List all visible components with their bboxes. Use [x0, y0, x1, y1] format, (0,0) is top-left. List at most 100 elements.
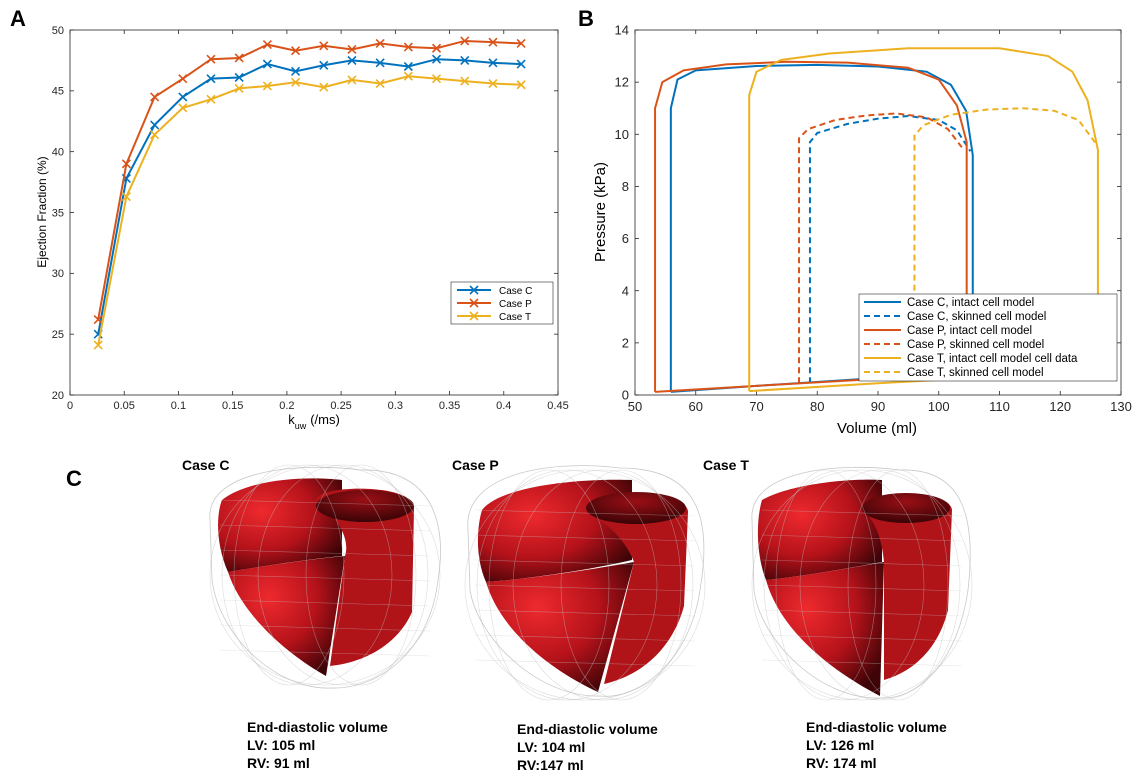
panel-a-data-point-stroke — [262, 59, 272, 69]
panel-a-data-point — [262, 59, 272, 69]
panel-a-data-point-stroke — [206, 94, 216, 104]
panel-a-data-point-stroke — [319, 41, 329, 51]
heart-mesh-line — [464, 469, 706, 701]
panel-a-y-tick-label: 45 — [52, 86, 64, 98]
panel-a-data-point — [516, 80, 526, 90]
heart-mesh-line — [219, 524, 431, 532]
heart-t-lv-wall — [757, 479, 882, 580]
panel-b-x-tick-label: 50 — [628, 399, 642, 414]
panel-a-legend-marker-stroke — [469, 311, 479, 321]
heart-mesh-line — [476, 469, 658, 701]
panel-a-data-point — [93, 315, 103, 325]
heart-t-mesh — [751, 466, 971, 699]
panel-a-data-point — [206, 54, 216, 64]
panel-a-data-point — [234, 72, 244, 83]
panel-c-letter: C — [66, 466, 82, 491]
panel-b-x-tick-label: 120 — [1049, 399, 1071, 414]
panel-a-x-axis-label: kuw (/ms) — [288, 412, 340, 431]
heart-mesh-line — [761, 559, 963, 567]
heart-mesh-line — [219, 499, 431, 507]
panel-a-data-point — [488, 78, 498, 89]
panel-b-x-axis-label: Volume (ml) — [837, 420, 917, 437]
panel-b-x-tick-label: 60 — [689, 399, 703, 414]
heart-p-rv-wall — [586, 495, 688, 684]
heart-mesh-line — [488, 469, 610, 701]
panel-a-data-point — [460, 36, 470, 46]
heart-mesh-line — [257, 464, 429, 686]
heart-mesh-line — [751, 469, 973, 701]
panel-a-data-point-stroke — [516, 80, 526, 90]
panel-a-data-point — [319, 41, 329, 51]
panel-b-y-tick-label: 14 — [615, 23, 629, 38]
panel-a-data-point-stroke — [431, 74, 442, 84]
panel-b-legend-label: Case P, skinned cell model — [907, 339, 1044, 351]
panel-a: A 0 0.05 0.1 0.15 0.2 0.25 0.3 0.35 0.4 0.45 20 25 3… — [10, 6, 569, 431]
panel-a-data-point — [234, 53, 244, 63]
panel-a-data-point-stroke — [262, 40, 272, 50]
heart-mesh-line — [761, 609, 963, 617]
panel-a-series-line — [97, 75, 522, 346]
panel-a-data-point-stroke — [488, 58, 498, 68]
heart-t-case-label: Case T — [703, 457, 749, 473]
heart-c-lv-wall — [218, 478, 342, 572]
panel-a-data-point — [150, 120, 160, 130]
panel-a-legend-marker — [469, 311, 479, 321]
panel-a-data-point-stroke — [319, 82, 329, 92]
panel-b-y-tick-label: 2 — [622, 335, 629, 350]
panel-a-data-point-stroke — [516, 59, 526, 69]
heart-mesh-line — [219, 574, 431, 582]
heart-c-illustration — [209, 466, 441, 689]
heart-t-lv-apex — [766, 562, 884, 696]
panel-a-data-point-stroke — [150, 130, 160, 140]
panel-b: B 50 60 70 80 90 100 110 120 130 0 2 4 6 8 10 12 14 Pres… — [578, 6, 1132, 437]
panel-a-data-point-stroke — [488, 37, 498, 47]
panel-a-legend-marker — [469, 285, 479, 295]
panel-b-x-tick-label: 90 — [871, 399, 885, 414]
panel-a-data-point-stroke — [150, 92, 160, 102]
panel-a-data-point — [375, 38, 385, 48]
panel-b-x-tick-label: 70 — [749, 399, 763, 414]
panel-b-x-tick-label: 130 — [1110, 399, 1132, 414]
panel-a-data-point — [488, 37, 498, 47]
panel-a-y-tick-label: 20 — [52, 390, 64, 402]
heart-p-mesh — [467, 465, 705, 697]
panel-a-data-point-stroke — [375, 38, 385, 48]
panel-a-data-point — [178, 92, 188, 102]
panel-a-data-point-stroke — [403, 42, 413, 52]
panel-a-data-point-stroke — [262, 81, 272, 91]
heart-p-lv-apex — [486, 562, 634, 692]
heart-mesh-line — [761, 659, 963, 667]
panel-a-data-point-stroke — [375, 78, 385, 89]
panel-a-y-tick-label: 50 — [52, 25, 64, 37]
panel-a-y-tick-label: 35 — [52, 207, 64, 219]
heart-mesh-line — [474, 634, 696, 642]
heart-mesh-line — [474, 534, 696, 542]
heart-mesh-line — [761, 634, 963, 642]
panel-a-data-point-stroke — [460, 55, 470, 65]
heart-mesh-line — [761, 584, 963, 592]
panel-a-legend-label: Case T — [499, 312, 531, 323]
panel-a-x-tick-label: 0 — [67, 400, 73, 412]
panel-a-series-line — [97, 39, 522, 320]
panel-a-data-point — [121, 159, 131, 169]
heart-p-lv-volume: LV: 104 ml — [517, 739, 585, 755]
panel-a-data-point — [460, 76, 470, 86]
panel-a-data-point — [516, 38, 526, 48]
panel-b-y-tick-label: 10 — [615, 127, 629, 142]
panel-a-data-point — [347, 55, 357, 65]
panel-a-data-point-stroke — [290, 66, 301, 76]
panel-a-data-point — [234, 83, 244, 93]
heart-mesh-line — [474, 584, 696, 592]
panel-b-pv-loop — [808, 115, 972, 384]
panel-a-data-point-stroke — [431, 54, 442, 64]
heart-c-rv-wall — [316, 488, 414, 666]
panel-a-x-tick-label: 0.15 — [222, 400, 243, 412]
panel-a-y-tick-label: 40 — [52, 147, 64, 159]
panel-b-legend-label: Case T, intact cell model cell data — [907, 353, 1078, 365]
panel-a-data-point-stroke — [403, 71, 413, 81]
panel-a-data-point-stroke — [460, 36, 470, 46]
panel-b-y-tick-label: 0 — [622, 388, 629, 403]
panel-a-x-tick-label: 0.4 — [496, 400, 511, 412]
panel-a-data-point-stroke — [93, 315, 103, 325]
panel-a-data-point — [178, 74, 188, 84]
